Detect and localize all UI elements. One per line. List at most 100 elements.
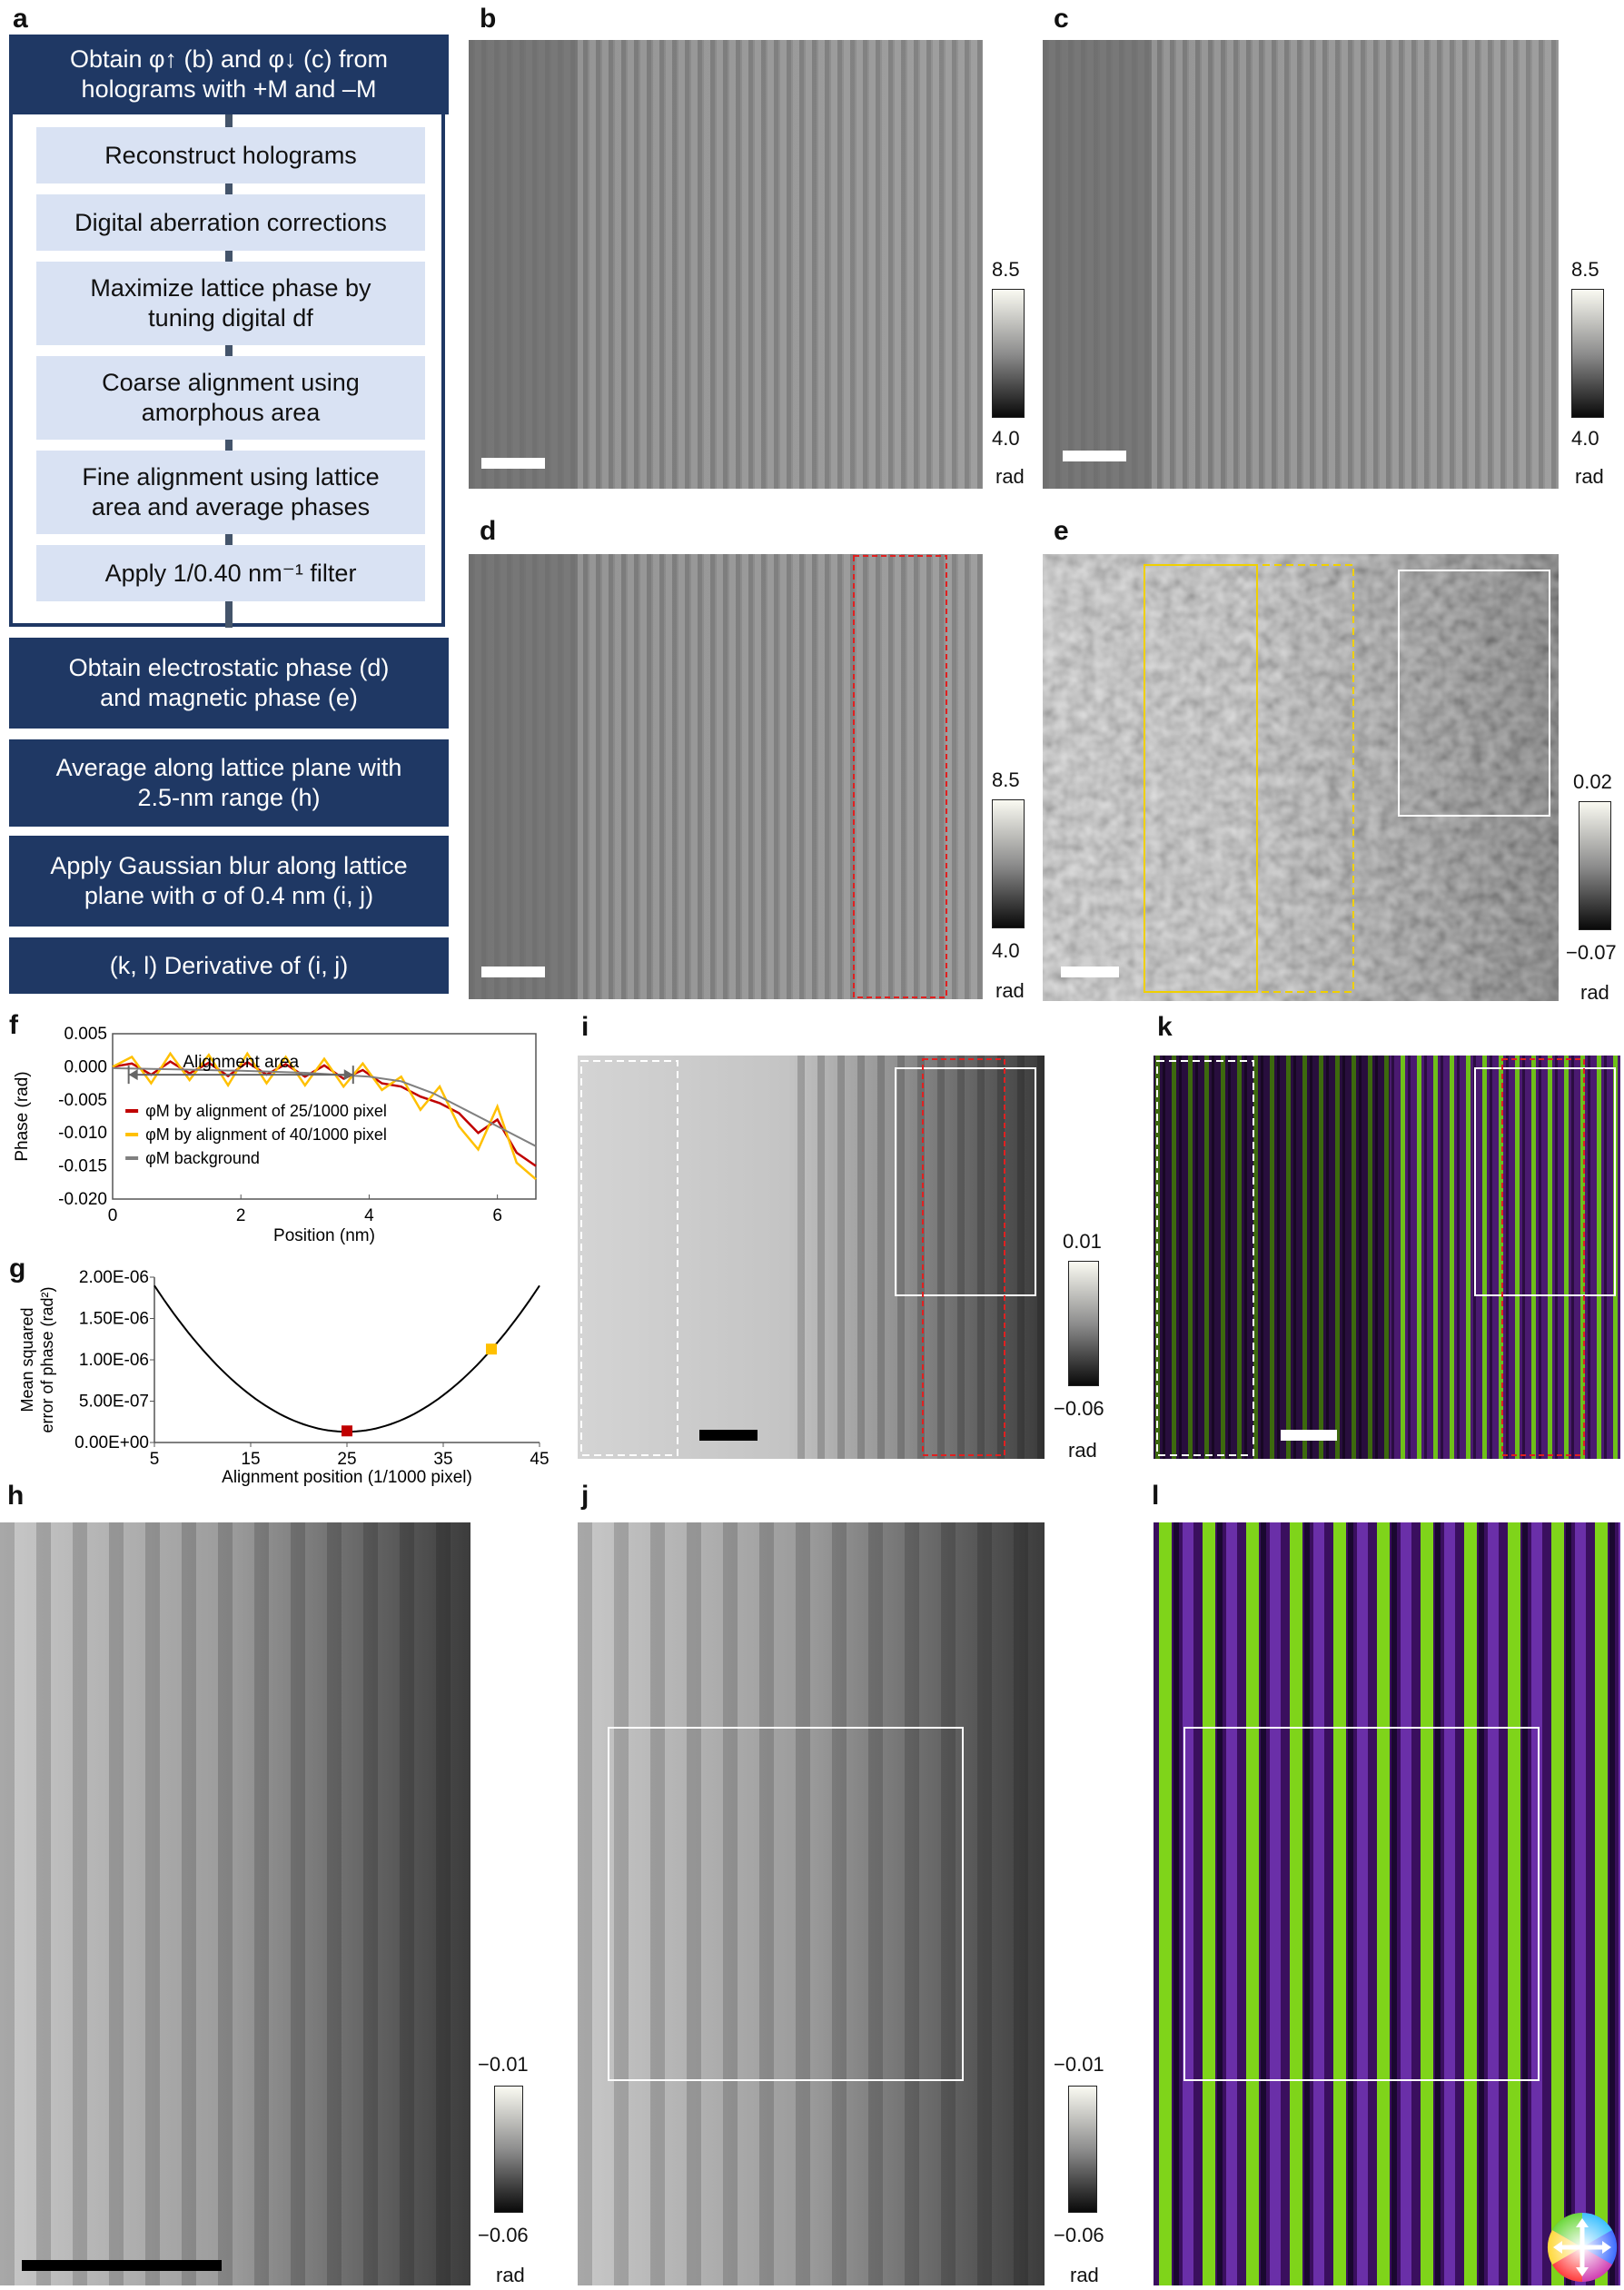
- y-tick-label: 2.00E-06: [79, 1268, 149, 1287]
- flow-substep-filter: Apply 1/0.40 nm⁻¹ filter: [36, 545, 425, 601]
- roi-white-box: [608, 1727, 964, 2081]
- flow-substep-coarse-alignment: Coarse alignment using amorphous area: [36, 356, 425, 440]
- x-axis-label: Alignment position (1/1000 pixel): [222, 1468, 472, 1487]
- x-axis-label: Position (nm): [273, 1226, 375, 1245]
- panel-label-f: f: [9, 1010, 18, 1040]
- panel-label-g: g: [9, 1254, 26, 1284]
- legend-label: φM by alignment of 25/1000 pixel: [145, 1102, 387, 1120]
- colorbar-c-max: 8.5: [1571, 258, 1599, 281]
- x-tick-label: 15: [241, 1450, 260, 1469]
- panel-label-j: j: [581, 1481, 589, 1511]
- flow-substep-text: Maximize lattice phase by tuning digital…: [90, 274, 371, 332]
- panel-label-h: h: [7, 1481, 25, 1511]
- scale-bar: [22, 2260, 222, 2271]
- x-tick-label: 5: [150, 1450, 160, 1469]
- x-tick-label: 45: [530, 1450, 549, 1469]
- image-h-averaged: [0, 1522, 470, 2285]
- x-tick-label: 4: [364, 1206, 374, 1225]
- flow-substep-text: Reconstruct holograms: [104, 141, 357, 169]
- image-j-blurred-zoom: [578, 1522, 1045, 2285]
- colorbar-d-min: 4.0: [992, 939, 1020, 962]
- colorbar-h-unit: rad: [496, 2264, 525, 2286]
- x-tick-label: 25: [337, 1450, 356, 1469]
- colorbar-d: [992, 799, 1025, 928]
- colorbar-e-unit: rad: [1580, 981, 1609, 1004]
- color-wheel-icon: [1547, 2213, 1618, 2282]
- roi-red-dashed: [1501, 1058, 1585, 1456]
- panel-label-k: k: [1157, 1012, 1173, 1042]
- y-tick-label: 0.00E+00: [74, 1433, 149, 1452]
- y-tick-label: -0.020: [58, 1190, 107, 1209]
- flow-step-text: Average along lattice plane with 2.5-nm …: [55, 754, 402, 811]
- roi-white-box: [895, 1067, 1036, 1296]
- colorbar-c: [1571, 289, 1604, 418]
- colorbar-i-min: −0.06: [1054, 1397, 1104, 1420]
- scale-bar: [481, 967, 545, 977]
- colorbar-d-unit: rad: [995, 979, 1025, 1002]
- colorbar-h-max: −0.01: [478, 2053, 529, 2076]
- colorbar-e: [1579, 801, 1611, 930]
- chart-g-mse: 2.00E-06 1.50E-06 1.00E-06 5.00E-07 0.00E+00…: [18, 1268, 550, 1487]
- y-tick-label: 0.000: [64, 1057, 107, 1076]
- flow-substep-text: Coarse alignment using amorphous area: [102, 369, 360, 426]
- roi-white-box: [1398, 570, 1550, 817]
- roi-red-dashed: [922, 1058, 1005, 1456]
- flow-substep-reconstruct: Reconstruct holograms: [36, 127, 425, 183]
- panel-label-b: b: [480, 4, 497, 34]
- image-k-derivative-color: [1154, 1056, 1620, 1459]
- roi-red-dashed: [853, 555, 947, 998]
- colorbar-c-min: 4.0: [1571, 427, 1599, 450]
- flow-substep-text: Digital aberration corrections: [74, 208, 387, 236]
- colorbar-h: [494, 2086, 523, 2213]
- colorbar-i: [1068, 1261, 1099, 1386]
- scale-bar: [1063, 451, 1126, 461]
- flow-substep-fine-alignment: Fine alignment using lattice area and av…: [36, 451, 425, 534]
- panel-label-l: l: [1152, 1481, 1160, 1511]
- y-tick-label: -0.015: [58, 1157, 107, 1176]
- series-line: [153, 1284, 540, 1433]
- flow-substep-maximize-phase: Maximize lattice phase by tuning digital…: [36, 262, 425, 345]
- scale-bar: [1061, 967, 1119, 977]
- x-tick-label: 2: [236, 1206, 246, 1225]
- colorbar-h-min: −0.06: [478, 2224, 529, 2246]
- y-axis-label: Phase (rad): [13, 1071, 32, 1161]
- image-e-magnetic: [1043, 554, 1559, 1001]
- colorbar-i-unit: rad: [1068, 1439, 1097, 1462]
- flow-substep-aberration: Digital aberration corrections: [36, 194, 425, 251]
- flow-step-average: Average along lattice plane with 2.5-nm …: [9, 739, 449, 827]
- panel-label-e: e: [1054, 516, 1069, 546]
- image-i-blurred-magnetic: [578, 1056, 1045, 1459]
- data-marker: [342, 1425, 352, 1437]
- colorbar-b-unit: rad: [995, 465, 1025, 488]
- y-tick-label: 1.50E-06: [79, 1310, 149, 1329]
- y-tick-label: 0.005: [64, 1025, 107, 1044]
- image-b-phase-up: [469, 40, 983, 489]
- flow-step-obtain-phases: Obtain φ↑ (b) and φ↓ (c) from holograms …: [9, 35, 449, 114]
- flow-step-obtain-phases-text: Obtain φ↑ (b) and φ↓ (c) from holograms …: [69, 45, 389, 103]
- colorbar-c-unit: rad: [1575, 465, 1604, 488]
- roi-yellow-dashed: [1144, 564, 1354, 993]
- panel-label-c: c: [1054, 4, 1069, 34]
- data-marker: [486, 1343, 497, 1355]
- flow-step-gaussian-blur: Apply Gaussian blur along lattice plane …: [9, 836, 449, 927]
- colorbar-j-unit: rad: [1070, 2264, 1099, 2286]
- panel-label-a: a: [13, 4, 28, 34]
- colorbar-i-max: 0.01: [1063, 1230, 1102, 1253]
- y-tick-label: -0.010: [58, 1124, 107, 1143]
- alignment-area-label: Alignment area: [183, 1053, 299, 1072]
- colorbar-e-max: 0.02: [1573, 770, 1612, 793]
- colorbar-j-min: −0.06: [1054, 2224, 1104, 2246]
- flow-step-text: Apply Gaussian blur along lattice plane …: [50, 852, 408, 909]
- legend-label: φM by alignment of 40/1000 pixel: [145, 1125, 387, 1144]
- plot-frame: [112, 1033, 537, 1200]
- x-tick-label: 35: [433, 1450, 452, 1469]
- roi-white-box: [1183, 1727, 1540, 2081]
- scale-bar: [481, 458, 545, 469]
- flow-step-text: (k, l) Derivative of (i, j): [109, 951, 349, 979]
- x-tick-label: 0: [108, 1206, 118, 1225]
- panel-label-d: d: [480, 516, 497, 546]
- flow-substep-text: Fine alignment using lattice area and av…: [82, 463, 380, 520]
- image-c-phase-down: [1043, 40, 1559, 489]
- colorbar-j-max: −0.01: [1054, 2053, 1104, 2076]
